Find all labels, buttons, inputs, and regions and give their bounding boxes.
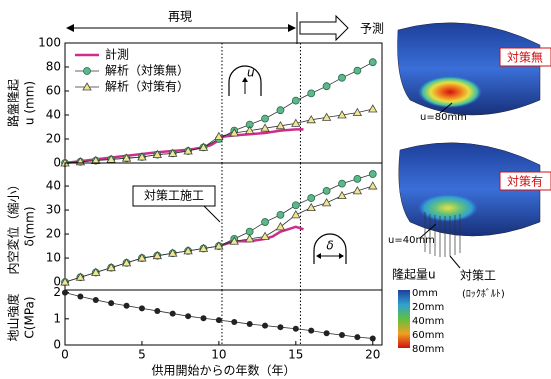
data-point — [369, 105, 377, 112]
data-point — [354, 334, 360, 340]
y-tick-label: 2 — [53, 285, 61, 299]
case-label: u=40mm — [388, 235, 435, 246]
y-tick-label: 20 — [46, 132, 61, 146]
data-point — [139, 305, 145, 311]
colorbar-title: 隆起量u — [392, 267, 436, 282]
colorbar-label: 80mm — [412, 344, 444, 355]
data-point — [338, 180, 345, 187]
data-point — [93, 297, 99, 303]
colorbar-label: 60mm — [412, 330, 444, 341]
case-tag: 対策有 — [507, 175, 543, 189]
phase-label: 予測 — [360, 22, 384, 36]
data-point — [338, 74, 345, 81]
data-point — [277, 324, 283, 330]
data-point — [323, 187, 330, 194]
y-tick-label: 80 — [46, 60, 61, 74]
y-axis-label: 路盤隆起 — [6, 79, 21, 127]
data-point — [369, 171, 376, 178]
data-point — [277, 211, 284, 218]
data-point — [292, 97, 299, 104]
data-point — [354, 67, 361, 74]
x-tick-label: 20 — [365, 348, 380, 362]
data-point — [62, 290, 68, 296]
bolt-label: 対策工 — [460, 269, 496, 283]
x-tick-label: 15 — [288, 348, 303, 362]
data-point — [323, 83, 330, 90]
data-point — [262, 219, 269, 226]
y-tick-label: 30 — [46, 203, 61, 217]
colorbar-label: 40mm — [412, 316, 444, 327]
y-axis-label: 内空変位（縮小） — [6, 178, 21, 274]
series-line — [65, 129, 304, 163]
y-tick-label: 1 — [53, 311, 61, 325]
y-axis-label: δ(mm) — [23, 206, 37, 246]
y-tick-label: 0 — [53, 338, 61, 352]
data-point — [308, 90, 315, 97]
data-point — [170, 311, 176, 317]
annotation-leader — [204, 206, 220, 222]
data-point — [292, 211, 300, 218]
data-point — [324, 330, 330, 336]
y-tick-label: 40 — [46, 108, 61, 122]
annotation: 対策工施工 — [144, 189, 204, 203]
colorbar-label: 0mm — [412, 288, 438, 299]
data-point — [277, 107, 284, 114]
phase-label: 再現 — [168, 10, 192, 24]
data-point — [276, 223, 284, 230]
legend-label: 解析（対策有） — [105, 80, 189, 94]
data-point — [231, 319, 237, 325]
data-point — [369, 59, 376, 66]
figure: 再現 予測 対策無 u=80mm 対策有 u=40mm 隆起量u 0mm 20m… — [0, 0, 551, 379]
x-tick-label: 5 — [138, 348, 146, 362]
data-point — [308, 195, 315, 202]
legend-label: 解析（対策無） — [105, 63, 189, 78]
data-point — [339, 332, 345, 338]
y-tick-label: 40 — [46, 179, 61, 193]
y-axis-label: 地山強度 — [6, 293, 21, 341]
data-point — [154, 308, 160, 314]
x-tick-label: 10 — [211, 348, 226, 362]
case-tag: 対策無 — [507, 50, 543, 65]
icon-label: u — [247, 66, 255, 80]
legend-marker — [84, 68, 91, 75]
data-point — [262, 323, 268, 329]
case-label: u=80mm — [420, 112, 467, 123]
data-point — [247, 321, 253, 327]
data-point — [369, 182, 377, 189]
y-tick-label: 0 — [53, 156, 61, 170]
colorbar-label: 20mm — [412, 302, 444, 313]
data-point — [370, 335, 376, 341]
y-axis-label: C(MPa) — [23, 296, 37, 338]
legend-label: 計測 — [105, 47, 129, 62]
y-tick-label: 100 — [38, 36, 61, 50]
data-point — [293, 326, 299, 332]
data-point — [185, 313, 191, 319]
data-point — [292, 202, 299, 209]
y-tick-label: 60 — [46, 84, 61, 98]
data-point — [108, 300, 114, 306]
data-point — [124, 303, 130, 309]
y-tick-label: 10 — [46, 251, 61, 265]
legend-marker — [83, 83, 91, 90]
data-point — [323, 199, 331, 206]
phase-arrows: 再現 予測 — [66, 10, 384, 45]
data-point — [308, 328, 314, 334]
y-tick-label: 20 — [46, 227, 61, 241]
data-point — [262, 115, 269, 122]
data-point — [261, 232, 269, 239]
data-point — [354, 175, 361, 182]
data-point — [77, 294, 83, 300]
data-point — [200, 315, 206, 321]
plot-frame — [65, 290, 382, 345]
y-axis-label: u (mm) — [23, 81, 37, 125]
bolt-label: (ﾛｯｸﾎﾞﾙﾄ) — [462, 288, 505, 300]
x-axis-label: 供用開始からの年数（年） — [151, 363, 295, 378]
data-point — [216, 317, 222, 323]
icon-label: δ — [326, 239, 333, 253]
x-tick-label: 0 — [61, 348, 69, 362]
